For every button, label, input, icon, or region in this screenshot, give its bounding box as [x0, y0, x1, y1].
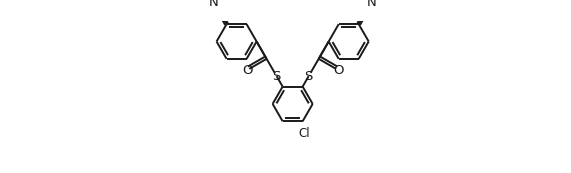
Text: Cl: Cl — [299, 128, 310, 140]
Text: S: S — [272, 70, 281, 83]
Text: O: O — [333, 63, 343, 76]
Text: N: N — [209, 0, 219, 9]
Text: S: S — [304, 70, 313, 83]
Text: N: N — [367, 0, 376, 9]
Text: O: O — [242, 63, 252, 76]
